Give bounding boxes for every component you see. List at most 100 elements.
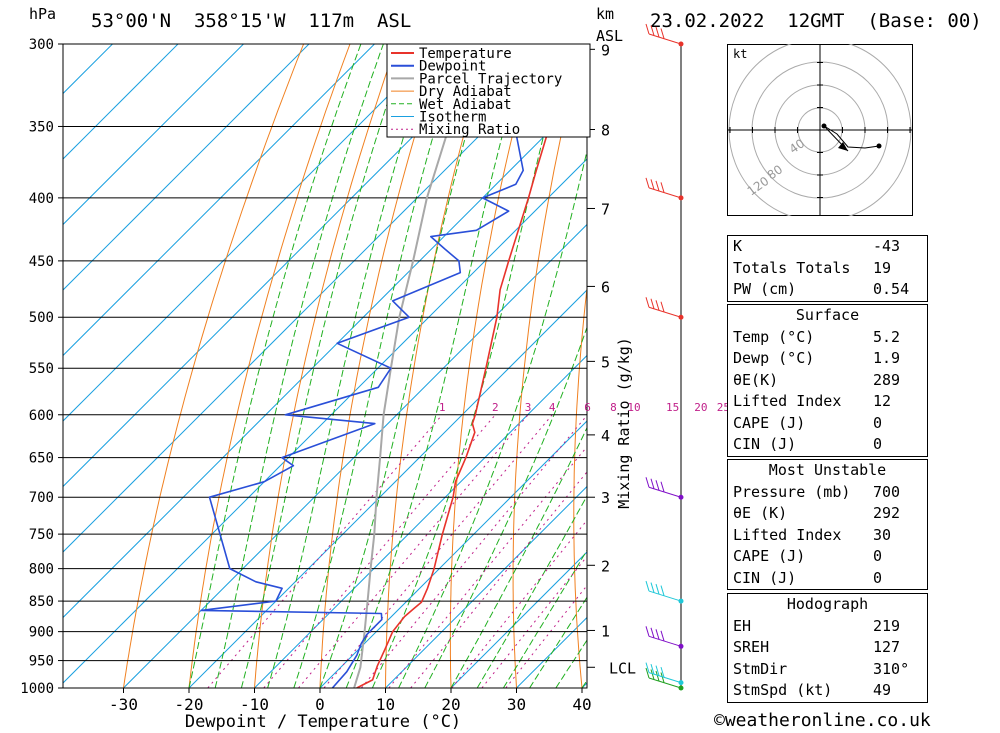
index-label: Lifted Index xyxy=(733,525,842,544)
isotherm-line xyxy=(123,223,587,688)
wet-adiabat-line xyxy=(345,44,528,688)
pressure-tick-labels: 300 350 400 450 500 550 600 650 700 750 800 850 900 9… xyxy=(20,37,54,697)
wind-barb-shaft xyxy=(648,590,682,602)
isotherm-line xyxy=(188,289,587,688)
wind-barb-flag xyxy=(645,626,650,637)
surface-panel: Surface Temp (°C) 5.2 Dewp (°C) 1.9 θE(K) 2… xyxy=(727,304,928,457)
surface-row: CIN (J) 0 xyxy=(728,434,927,456)
dry-adiabat-line xyxy=(690,26,725,688)
pressure-tick-label: 750 xyxy=(29,527,54,543)
index-row-k: K -43 xyxy=(728,236,927,258)
dry-adiabat-line xyxy=(123,44,305,688)
hodo-row: StmDir 310° xyxy=(728,659,927,681)
index-label: EH xyxy=(733,616,752,635)
mixing-ratio-label: 20 xyxy=(694,401,707,414)
mixing-ratio-label: 2 xyxy=(492,401,499,414)
mu-row: Pressure (mb) 700 xyxy=(728,482,927,504)
isotherm-line xyxy=(63,44,114,95)
index-value: 0 xyxy=(873,568,883,587)
index-value: 310° xyxy=(873,659,910,678)
dry-adiabat-line xyxy=(385,44,490,688)
hodograph-stats-panel: Hodograph EH 219 SREH 127 StmDir 310° StmSp… xyxy=(727,593,928,703)
wind-barb-flag xyxy=(645,23,650,35)
isotherm-line xyxy=(385,485,587,688)
mixing-ratio-label: 4 xyxy=(549,401,556,414)
wind-barb-flag xyxy=(645,580,650,592)
index-value: 289 xyxy=(873,370,901,389)
wind-barb-flag xyxy=(655,583,660,595)
most-unstable-panel: Most Unstable Pressure (mb) 700 θE (K) 292… xyxy=(727,459,928,590)
mixing-ratio-label: 8 xyxy=(610,401,617,414)
surface-row: θE(K) 289 xyxy=(728,370,927,392)
km-tick-label: 9 xyxy=(601,41,610,59)
pressure-tick-label: 500 xyxy=(29,310,54,326)
index-value: -43 xyxy=(873,237,901,255)
index-label: Lifted Index xyxy=(733,392,842,410)
pressure-tick-label: 650 xyxy=(29,451,54,467)
pressure-tick-label: 400 xyxy=(29,191,54,207)
isotherm-line xyxy=(63,44,310,291)
legend-entry: Dry Adiabat xyxy=(419,84,512,100)
mixing-ratio-line xyxy=(361,414,587,688)
wind-barbs xyxy=(645,23,684,691)
wind-barb-flag xyxy=(660,28,665,39)
wind-barb-flag xyxy=(650,179,655,190)
wind-barb-flag xyxy=(645,177,650,189)
index-row-pw: PW (cm) 0.54 xyxy=(728,279,927,301)
index-value: 0 xyxy=(873,547,883,565)
mixing-ratio-label: 15 xyxy=(666,401,679,414)
index-label: StmDir xyxy=(733,659,788,678)
km-tick-label: 5 xyxy=(601,353,610,371)
wind-barb-shaft xyxy=(648,306,682,318)
wet-adiabat-line xyxy=(319,44,493,688)
wet-adiabat-line xyxy=(398,148,587,688)
dry-adiabat-line xyxy=(512,44,583,688)
pressure-tick-label: 550 xyxy=(29,361,54,377)
index-value: 0 xyxy=(873,435,883,453)
hodo-row: EH 219 xyxy=(728,616,927,638)
wet-adiabat-line xyxy=(267,44,434,688)
dry-adiabat-line xyxy=(319,44,444,688)
isotherm-line xyxy=(450,551,587,688)
mixing-ratio-line xyxy=(323,414,553,688)
dry-adiabat-line xyxy=(254,44,397,688)
index-label: θE (K) xyxy=(733,504,788,522)
wind-barb-flag xyxy=(645,667,650,679)
mixing-ratio-line xyxy=(451,519,587,688)
index-label: PW (cm) xyxy=(733,280,797,298)
mixing-ratio-label: 1 xyxy=(439,401,446,414)
location-title: 53°00'N 358°15'W 117m ASL xyxy=(91,10,412,32)
legend-entry: Parcel Trajectory xyxy=(419,71,562,87)
pressure-tick-label: 350 xyxy=(29,119,54,135)
panel-title: Hodograph xyxy=(786,595,869,613)
hodo-row: StmSpd (kt) 49 xyxy=(728,680,927,702)
legend-entry: Wet Adiabat xyxy=(419,97,512,113)
plot-frame xyxy=(62,43,588,689)
surface-row: Lifted Index 12 xyxy=(728,391,927,413)
copyright-link[interactable]: ©weatheronline.co.uk xyxy=(714,710,931,731)
km-tick-label: 7 xyxy=(601,200,610,218)
temperature-line xyxy=(356,44,582,688)
mixing-ratio-label: 6 xyxy=(584,401,591,414)
index-label: Dewp (°C) xyxy=(733,349,815,367)
isotherm-line xyxy=(63,44,179,160)
wind-barb-flag xyxy=(660,630,665,641)
km-tick-label: 3 xyxy=(601,489,610,507)
sounding-lines xyxy=(200,44,582,688)
mixing-ratio-line xyxy=(388,445,587,688)
index-value: 12 xyxy=(873,392,892,410)
x-tick-label: -30 xyxy=(109,695,138,714)
index-label: Totals Totals xyxy=(733,258,851,277)
surface-row: Dewp (°C) 1.9 xyxy=(728,348,927,370)
wind-barb-flag xyxy=(650,25,655,36)
pressure-tick-label: 900 xyxy=(29,625,54,641)
mu-row: Lifted Index 30 xyxy=(728,525,927,547)
index-value: 219 xyxy=(873,616,901,635)
wind-barb-flag xyxy=(650,478,655,489)
wind-barb-flag xyxy=(645,297,650,308)
isotherm-line xyxy=(63,44,441,422)
wind-barb-shaft xyxy=(648,677,682,689)
panel-title: Surface xyxy=(795,306,860,324)
